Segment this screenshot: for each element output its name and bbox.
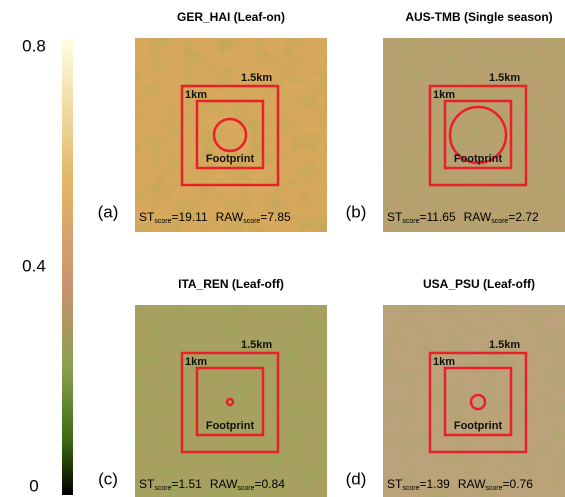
score-part: 1.39 (426, 477, 450, 491)
panel-title: GER_HAI (Leaf-on) (177, 10, 285, 24)
score-part: = (171, 210, 178, 224)
score-part: = (419, 210, 426, 224)
score-part: score (485, 485, 502, 492)
colorbar-tick-label: 0.8 (22, 36, 46, 55)
score-part: ST (387, 210, 403, 224)
footprint-label: Footprint (206, 420, 255, 432)
panel-letter: (a) (98, 202, 119, 221)
score-part: RAW (464, 210, 492, 224)
colorbar-tick-label: 0 (29, 476, 38, 495)
panel-texture (135, 305, 327, 497)
score-part: 0.76 (510, 477, 534, 491)
inner-label: 1km (433, 89, 455, 101)
footprint-label: Footprint (206, 153, 255, 165)
score-part: score (402, 485, 419, 492)
score-part: score (402, 218, 419, 225)
panel-title: USA_PSU (Leaf-off) (423, 277, 535, 291)
score-part: ST (139, 210, 155, 224)
score-part: 0.84 (262, 477, 286, 491)
score-part: 7.85 (267, 210, 291, 224)
score-part: ST (139, 477, 155, 491)
inner-label: 1km (433, 356, 455, 368)
score-part: score (243, 218, 260, 225)
outer-label: 1.5km (241, 72, 272, 84)
score-part: score (237, 485, 254, 492)
panel-letter: (c) (98, 469, 118, 488)
colorbar-tick-label: 0.4 (22, 256, 46, 275)
panel-texture (135, 38, 327, 232)
panel-letter: (b) (346, 202, 367, 221)
score-part: 1.51 (178, 477, 202, 491)
score-part: = (508, 210, 515, 224)
inner-label: 1km (185, 356, 207, 368)
inner-label: 1km (185, 89, 207, 101)
score-part: 11.65 (426, 210, 455, 224)
score-part: = (503, 477, 510, 491)
outer-label: 1.5km (489, 72, 520, 84)
panel-texture (383, 38, 565, 232)
score-part: score (154, 218, 171, 225)
panel-title: AUS-TMB (Single season) (405, 10, 552, 24)
outer-label: 1.5km (489, 339, 520, 351)
score-part: 19.11 (178, 210, 207, 224)
figure: 0 0.4 0.8 GER_HAI (Leaf-on) 1.5km 1km Footprin… (0, 0, 565, 497)
score-part: = (255, 477, 262, 491)
footprint-label: Footprint (454, 153, 503, 165)
score-part: ST (387, 477, 403, 491)
score-part: 2.72 (515, 210, 539, 224)
panel-letter: (d) (346, 469, 367, 488)
score-part: RAW (216, 210, 244, 224)
footprint-label: Footprint (454, 420, 503, 432)
score-part: RAW (210, 477, 238, 491)
colorbar (62, 40, 73, 495)
score-part: = (171, 477, 178, 491)
panel-texture (383, 305, 565, 497)
score-part: score (491, 218, 508, 225)
score-part: score (154, 485, 171, 492)
score-part: = (419, 477, 426, 491)
score-part: RAW (458, 477, 486, 491)
outer-label: 1.5km (241, 339, 272, 351)
panel-title: ITA_REN (Leaf-off) (178, 277, 284, 291)
score-part: = (260, 210, 267, 224)
